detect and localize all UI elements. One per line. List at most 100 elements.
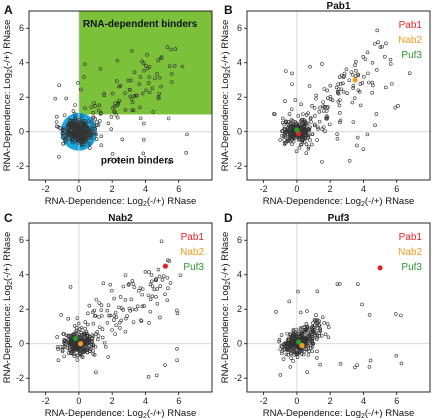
y-tick-label: -2 (234, 373, 242, 383)
data-point (108, 313, 113, 318)
data-point (89, 129, 93, 134)
data-point (148, 282, 153, 287)
data-point (165, 45, 170, 49)
y-tick-label: 4 (19, 58, 24, 68)
data-point (407, 71, 412, 75)
data-point (277, 337, 282, 342)
data-point (378, 45, 383, 49)
data-point (97, 108, 101, 113)
x-tick-label: 4 (143, 184, 148, 194)
data-point (172, 64, 177, 68)
data-point (291, 349, 295, 354)
panel-letter: C (4, 211, 13, 225)
data-point (307, 126, 311, 131)
data-point (74, 325, 79, 330)
data-point (324, 109, 329, 113)
data-point (91, 111, 96, 115)
data-point (349, 70, 354, 74)
data-point (131, 320, 136, 324)
data-point (110, 328, 114, 332)
data-point (288, 131, 293, 136)
data-point (272, 112, 277, 116)
data-point (298, 310, 303, 315)
data-point (384, 41, 388, 46)
data-point (286, 120, 290, 124)
data-point (147, 75, 152, 79)
data-point (284, 352, 289, 357)
data-point (141, 137, 146, 142)
data-point (132, 93, 137, 98)
data-point (301, 352, 306, 357)
data-point (115, 103, 120, 108)
data-point (159, 56, 163, 60)
legend-pab1: Pab1 (399, 20, 423, 31)
data-point (322, 87, 327, 91)
data-point (358, 82, 363, 86)
data-point (126, 283, 131, 287)
data-point (355, 363, 359, 367)
data-point (347, 78, 352, 83)
data-point (94, 132, 98, 137)
data-point (288, 332, 292, 336)
data-point (326, 335, 331, 340)
data-point (383, 85, 388, 90)
data-point (55, 345, 60, 349)
data-point (353, 365, 357, 370)
data-point (280, 116, 285, 121)
data-point (159, 239, 164, 244)
panel-letter: D (224, 211, 233, 225)
x-axis-label: RNA-Dependence: Log2(-/+) RNase (263, 408, 415, 418)
data-point (91, 352, 96, 356)
data-point (91, 342, 96, 347)
data-point (334, 85, 339, 90)
data-point (306, 145, 311, 149)
data-point (306, 111, 310, 116)
data-point (291, 359, 295, 363)
panel-title: Pab1 (327, 1, 351, 12)
data-point (66, 316, 71, 321)
scatter-points (55, 239, 183, 379)
data-point (117, 84, 121, 89)
data-point (358, 103, 363, 108)
data-point (314, 318, 319, 323)
data-point (320, 127, 325, 131)
data-point (178, 273, 183, 278)
data-point (105, 320, 110, 325)
data-point (114, 315, 119, 319)
data-point (72, 324, 77, 328)
data-point (56, 358, 61, 362)
data-point (84, 135, 89, 140)
data-point (335, 282, 340, 287)
data-point (310, 349, 315, 354)
panel-c: -2 0 2 4 6 -2 0 2 4 6 RNA-Dependence: Log2(-/+) RN… (2, 211, 213, 418)
data-point (85, 125, 90, 130)
x-tick-label: 2 (110, 184, 115, 194)
data-point (112, 314, 117, 318)
data-point (175, 311, 180, 316)
data-point (371, 83, 375, 88)
data-point (289, 351, 293, 356)
data-point (376, 40, 380, 45)
data-point (87, 142, 92, 146)
data-point (74, 127, 79, 131)
data-point (306, 134, 310, 139)
data-point (292, 336, 297, 340)
data-point (146, 81, 151, 85)
data-point (89, 347, 93, 351)
data-point (79, 333, 84, 337)
data-point (66, 351, 71, 355)
data-point (72, 139, 77, 143)
data-point (79, 143, 84, 148)
data-point (356, 88, 361, 93)
data-point (297, 145, 302, 150)
data-point (155, 72, 159, 76)
data-point (109, 127, 114, 131)
data-point (175, 358, 179, 363)
data-point (284, 120, 288, 125)
data-point (367, 365, 372, 369)
data-point (336, 99, 341, 104)
y-axis-label: RNA-Dependence: Log2(-/+) RNase (2, 232, 14, 384)
data-point (338, 120, 342, 125)
data-point (156, 58, 161, 62)
highlight-nab2 (77, 341, 84, 347)
